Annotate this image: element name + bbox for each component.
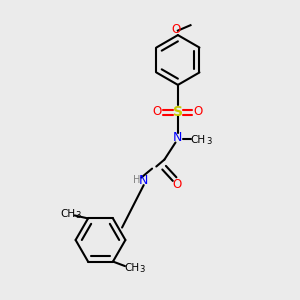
Text: CH: CH bbox=[191, 135, 206, 145]
Text: 3: 3 bbox=[207, 137, 212, 146]
Text: S: S bbox=[173, 106, 183, 119]
Text: O: O bbox=[172, 23, 181, 36]
Text: 3: 3 bbox=[140, 265, 145, 274]
Text: N: N bbox=[139, 174, 148, 187]
Text: O: O bbox=[172, 178, 182, 191]
Text: 3: 3 bbox=[76, 211, 81, 220]
Text: H: H bbox=[133, 175, 140, 185]
Text: N: N bbox=[173, 130, 183, 144]
Text: CH: CH bbox=[124, 262, 139, 273]
Text: O: O bbox=[194, 105, 203, 119]
Text: O: O bbox=[153, 105, 162, 119]
Text: CH: CH bbox=[60, 209, 76, 219]
